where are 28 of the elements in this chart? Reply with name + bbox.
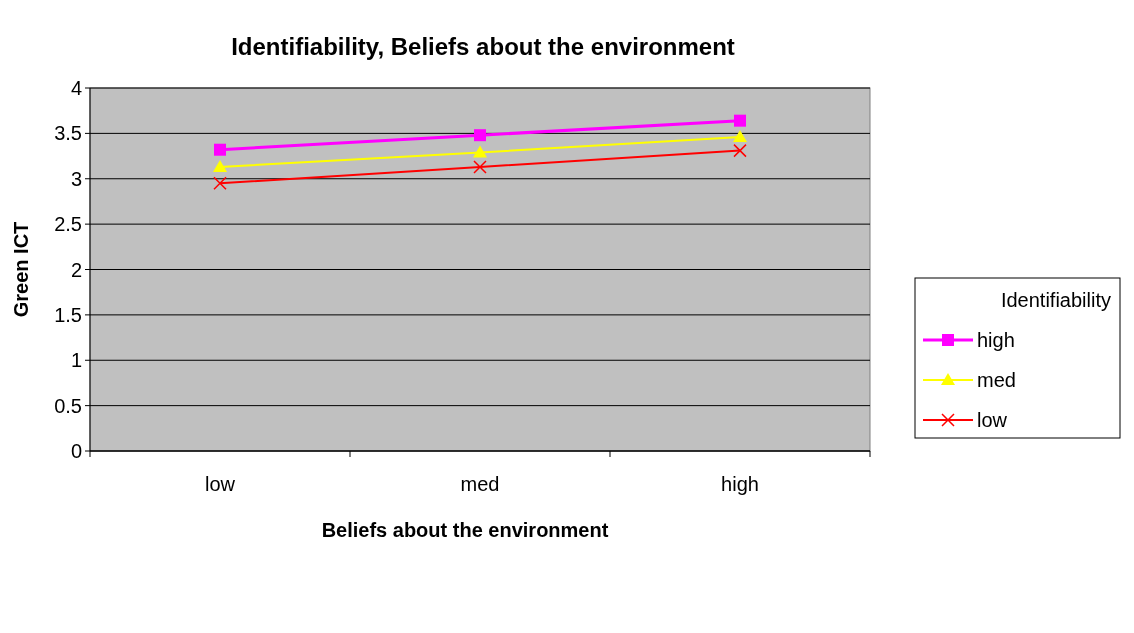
y-tick-label: 2.5 bbox=[54, 213, 82, 236]
y-tick-label: 4 bbox=[70, 77, 82, 99]
point bbox=[213, 176, 227, 191]
point bbox=[473, 145, 487, 158]
x-tick-label: high bbox=[721, 473, 759, 495]
legend-title: Identifiability bbox=[1000, 289, 1111, 311]
y-axis-title: Green ICT bbox=[10, 221, 32, 318]
point bbox=[733, 130, 747, 143]
point bbox=[214, 143, 226, 156]
point bbox=[733, 143, 747, 158]
y-tick-label: 3.5 bbox=[54, 122, 82, 145]
y-tick-label: 1.5 bbox=[54, 303, 82, 326]
legend-label: med bbox=[977, 369, 1016, 391]
point bbox=[473, 160, 487, 174]
chart-title: Identifiability, Beliefs about the environment bbox=[231, 33, 735, 60]
point bbox=[734, 114, 746, 127]
x-axis-title: Beliefs about the environment bbox=[321, 519, 609, 541]
y-tick-label: 2 bbox=[70, 258, 82, 281]
legend-label: low bbox=[977, 409, 1008, 431]
legend-label: high bbox=[977, 329, 1015, 351]
point bbox=[213, 159, 227, 172]
y-tick-label: 3 bbox=[70, 167, 82, 190]
x-tick-label: med bbox=[460, 473, 500, 495]
y-tick-label: 0.5 bbox=[54, 394, 82, 417]
y-tick-label: 0 bbox=[70, 440, 82, 462]
point bbox=[474, 129, 486, 142]
x-tick-label: low bbox=[204, 473, 236, 495]
y-tick-label: 1 bbox=[70, 349, 82, 372]
